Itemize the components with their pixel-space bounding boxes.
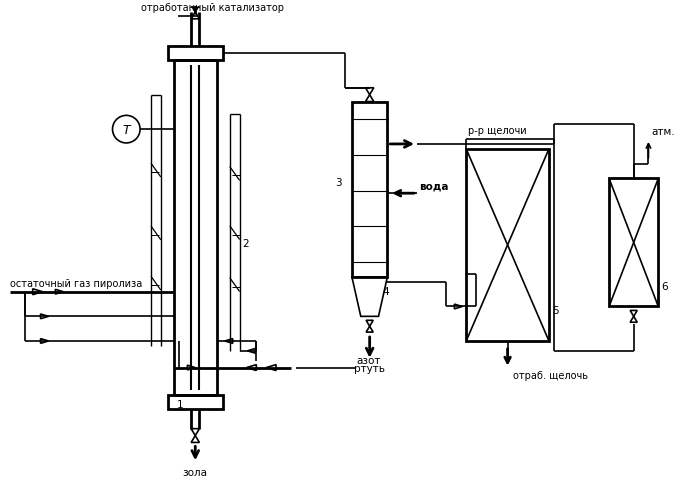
Text: азот: азот <box>357 356 381 366</box>
Bar <box>609 178 658 306</box>
Text: 6: 6 <box>662 282 668 292</box>
Text: 3: 3 <box>336 178 342 188</box>
Text: 1: 1 <box>176 400 183 410</box>
Bar <box>352 102 388 277</box>
Text: вода: вода <box>419 181 448 191</box>
Text: остаточный газ пиролиза: остаточный газ пиролиза <box>10 279 143 289</box>
Text: отработанный катализатор: отработанный катализатор <box>141 3 284 13</box>
Bar <box>174 60 217 395</box>
Text: 2: 2 <box>243 240 249 250</box>
Bar <box>167 46 223 60</box>
Text: отраб. щелочь: отраб. щелочь <box>513 370 588 380</box>
Bar <box>466 149 549 341</box>
Text: 5: 5 <box>552 306 558 316</box>
Text: ртуть: ртуть <box>354 364 385 374</box>
Text: зола: зола <box>183 468 208 478</box>
Bar <box>167 395 223 409</box>
Text: атм.: атм. <box>651 127 675 137</box>
Text: T: T <box>122 124 130 136</box>
Text: 4: 4 <box>383 286 389 296</box>
Text: р-р щелочи: р-р щелочи <box>468 126 527 136</box>
